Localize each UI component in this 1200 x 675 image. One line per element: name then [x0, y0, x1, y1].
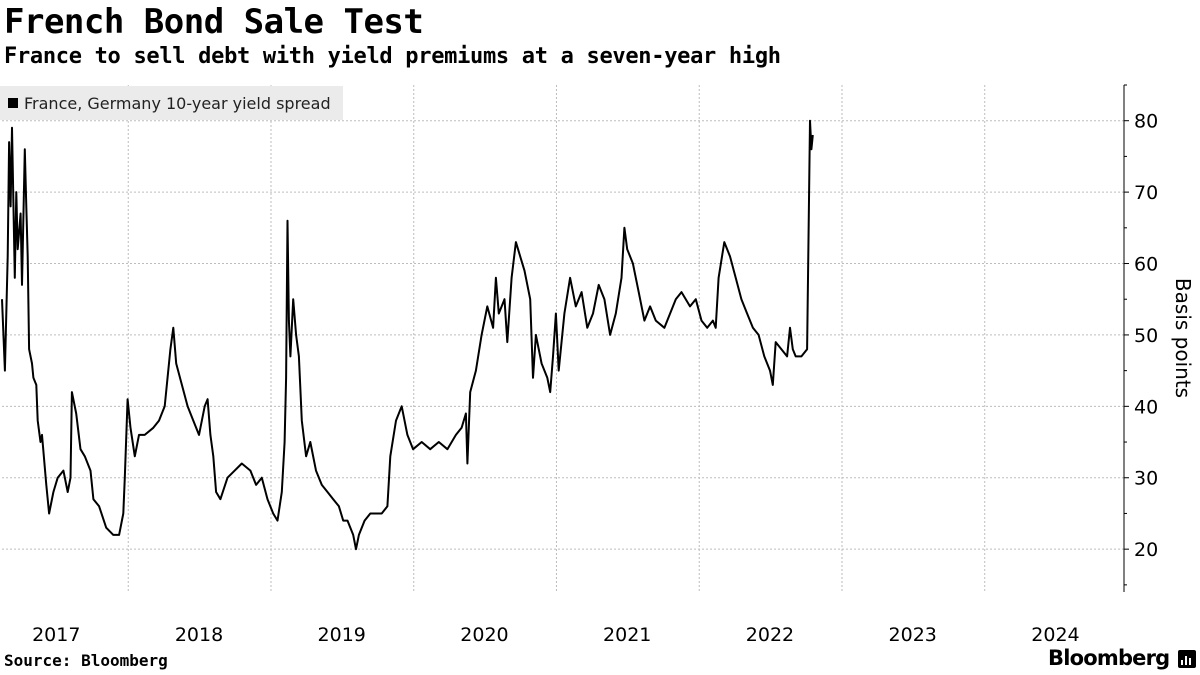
x-tick-label: 2019	[318, 624, 366, 646]
y-tick-label: 80	[1134, 111, 1158, 133]
legend: France, Germany 10-year yield spread	[0, 86, 343, 120]
series-line	[1, 119, 814, 551]
x-tick-label: 2022	[746, 624, 794, 646]
y-tick-label: 50	[1134, 325, 1158, 347]
legend-entry: France, Germany 10-year yield spread	[24, 93, 331, 113]
x-tick-label: 2018	[175, 624, 223, 646]
chart-subtitle: France to sell debt with yield premiums …	[4, 44, 781, 69]
grid-layer	[2, 85, 1124, 592]
x-tick-label: 2020	[460, 624, 508, 646]
y-tick-label: 40	[1134, 396, 1158, 418]
y-tick-label: 70	[1134, 182, 1158, 204]
source-note: Source: Bloomberg	[4, 651, 168, 670]
y-tick-label: 60	[1134, 254, 1158, 276]
legend-swatch	[8, 98, 18, 108]
x-tick-label: 2023	[889, 624, 937, 646]
bloomberg-bars-icon	[1178, 650, 1196, 668]
brand-logo-text: Bloomberg	[1048, 646, 1170, 670]
y-tick-label: 20	[1134, 539, 1158, 561]
y-axis: 20 30 40 50 60 70 80	[1123, 84, 1158, 592]
y-axis-label: Basis points	[1171, 278, 1195, 398]
x-tick-label: 2024	[1031, 624, 1079, 646]
series-layer	[1, 119, 814, 551]
x-tick-label: 2021	[603, 624, 651, 646]
x-axis: 2017 2018 2019 2020 2021 2022 2023 2024	[32, 624, 1080, 646]
y-tick-label: 30	[1134, 468, 1158, 490]
x-tick-label: 2017	[32, 624, 80, 646]
chart-title: French Bond Sale Test	[4, 2, 424, 42]
